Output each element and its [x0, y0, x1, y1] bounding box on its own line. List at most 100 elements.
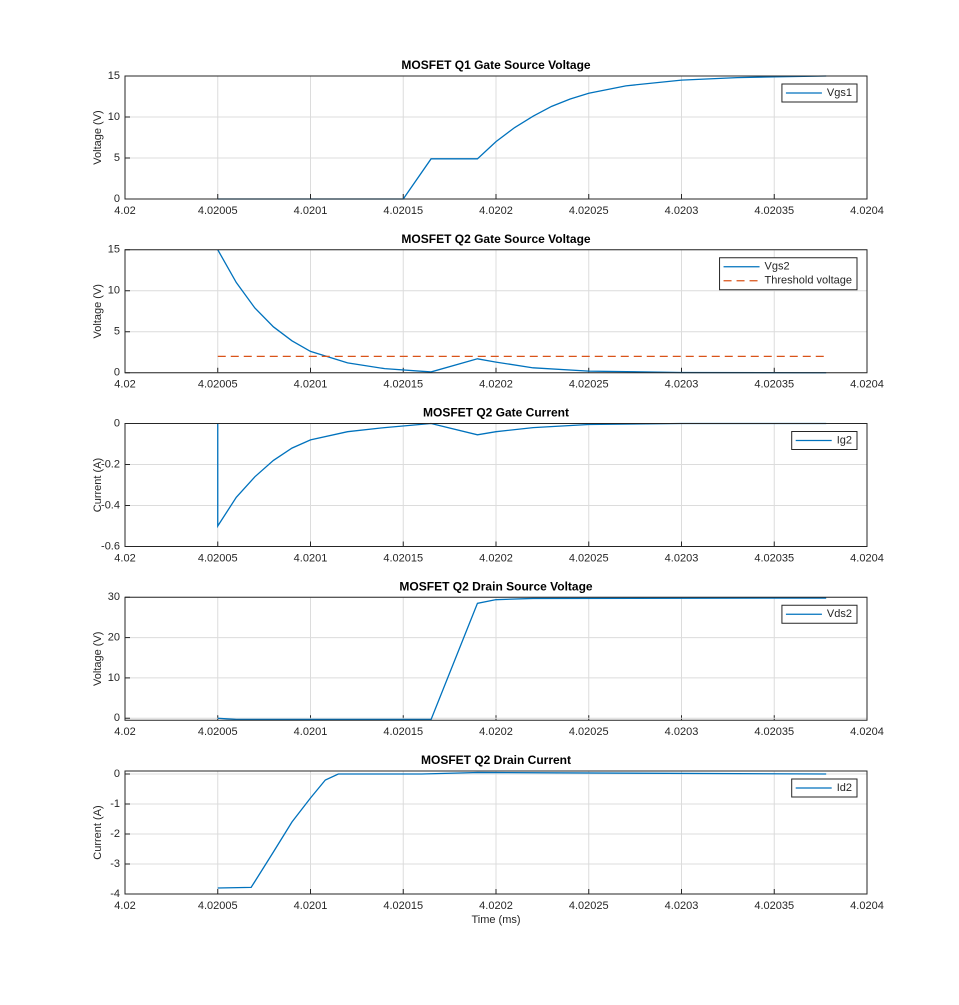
series-line	[217, 771, 827, 889]
legend-box	[719, 257, 858, 291]
x-tick-label: 4.0201	[294, 205, 328, 217]
x-tick-label: 4.0201	[294, 900, 328, 912]
chart-title: MOSFET Q1 Gate Source Voltage	[401, 58, 590, 72]
y-tick-label: 5	[114, 326, 120, 338]
x-tick-label: 4.02005	[198, 379, 238, 391]
x-tick-label: 4.02035	[754, 552, 794, 564]
y-tick-label: -0.6	[101, 540, 120, 552]
x-tick-label: 4.02025	[569, 552, 609, 564]
y-tick-label: -3	[110, 858, 120, 870]
x-tick-label: 4.0202	[479, 205, 513, 217]
y-tick-label: -4	[110, 888, 120, 900]
x-tick-label: 4.02005	[198, 900, 238, 912]
axes: 4.02 4.02005 4.0201 4.02015 4.0202 4.02025 4.0…	[92, 579, 884, 738]
legend-label: Vgs1	[827, 87, 852, 99]
x-tick-label: 4.0203	[665, 726, 699, 738]
axes: 4.02 4.02005 4.0201 4.02015 4.0202 4.02025 4.0…	[92, 232, 884, 391]
y-tick-label: 20	[108, 631, 120, 643]
y-axis-label: Current (A)	[92, 458, 104, 512]
x-tick-label: 4.02035	[754, 900, 794, 912]
y-axis-label: Voltage (V)	[92, 110, 104, 164]
x-tick-label: 4.0202	[479, 379, 513, 391]
x-axis-label: Time (ms)	[471, 914, 520, 926]
x-tick-label: 4.02025	[569, 205, 609, 217]
axes: 4.02 4.02005 4.0201 4.02015 4.0202 4.02025 4.0…	[92, 406, 884, 565]
x-tick-label: 4.02015	[383, 379, 423, 391]
chart-title: MOSFET Q2 Gate Current	[423, 406, 569, 420]
x-tick-label: 4.0202	[479, 552, 513, 564]
y-tick-label: 10	[108, 111, 120, 123]
x-tick-label: 4.0203	[665, 552, 699, 564]
legend: Vds2	[781, 604, 858, 624]
legend-label: Vds2	[827, 608, 852, 620]
axes-box	[124, 596, 868, 721]
axes: 4.02 4.02005 4.0201 4.02015 4.0202 4.02025 4.0…	[92, 58, 884, 217]
x-tick-label: 4.02	[114, 552, 135, 564]
chart-title: MOSFET Q2 Drain Current	[421, 753, 571, 767]
y-axis-label: Voltage (V)	[92, 284, 104, 338]
series-line	[217, 597, 827, 721]
x-tick-label: 4.02025	[569, 900, 609, 912]
legend-label: Threshold voltage	[765, 275, 852, 287]
x-tick-label: 4.02	[114, 205, 135, 217]
axes: 4.02 4.02005 4.0201 4.02015 4.0202 4.02025 4.0…	[92, 753, 884, 926]
x-tick-label: 4.0203	[665, 205, 699, 217]
y-tick-label: 10	[108, 672, 120, 684]
axes-box	[124, 423, 868, 547]
axes-box	[124, 249, 868, 374]
y-tick-label: 10	[108, 285, 120, 297]
chart-title: MOSFET Q2 Drain Source Voltage	[399, 579, 592, 593]
axes-box	[124, 770, 868, 895]
x-tick-label: 4.02005	[198, 205, 238, 217]
y-tick-label: -2	[110, 828, 120, 840]
x-tick-label: 4.0201	[294, 726, 328, 738]
y-tick-label: -0.2	[101, 458, 120, 470]
x-tick-label: 4.0202	[479, 726, 513, 738]
x-tick-label: 4.02005	[198, 552, 238, 564]
x-tick-label: 4.0203	[665, 379, 699, 391]
y-axis-label: Current (A)	[92, 805, 104, 859]
x-tick-label: 4.02035	[754, 205, 794, 217]
y-tick-label: 0	[114, 712, 120, 724]
series-line	[217, 249, 827, 374]
legend-label: Vgs2	[765, 261, 790, 273]
x-tick-label: 4.02015	[383, 205, 423, 217]
x-tick-label: 4.02	[114, 900, 135, 912]
legend-label: Id2	[837, 782, 852, 794]
x-tick-label: 4.02	[114, 379, 135, 391]
legend: Id2	[791, 778, 858, 798]
x-tick-label: 4.02015	[383, 552, 423, 564]
y-axis-label: Voltage (V)	[92, 632, 104, 686]
x-tick-label: 4.0202	[479, 900, 513, 912]
x-tick-label: 4.02015	[383, 900, 423, 912]
x-tick-label: 4.02	[114, 726, 135, 738]
y-tick-label: 0	[114, 367, 120, 379]
x-tick-label: 4.0204	[850, 379, 884, 391]
series-line	[217, 75, 827, 200]
y-tick-label: -0.4	[101, 499, 120, 511]
x-tick-label: 4.02025	[569, 379, 609, 391]
y-tick-label: 0	[114, 768, 120, 780]
x-tick-label: 4.0201	[294, 379, 328, 391]
x-tick-label: 4.02025	[569, 726, 609, 738]
legend-label: Ig2	[837, 434, 852, 446]
y-tick-label: 15	[108, 244, 120, 256]
x-tick-label: 4.0204	[850, 205, 884, 217]
y-tick-label: 0	[114, 417, 120, 429]
x-tick-label: 4.02035	[754, 726, 794, 738]
series-line	[217, 422, 827, 529]
legend: Ig2	[791, 431, 858, 450]
y-tick-label: 30	[108, 591, 120, 603]
x-tick-label: 4.02035	[754, 379, 794, 391]
x-tick-label: 4.0201	[294, 552, 328, 564]
axes-box	[124, 75, 868, 200]
x-tick-label: 4.02005	[198, 726, 238, 738]
y-tick-label: 0	[114, 193, 120, 205]
x-tick-label: 4.0204	[850, 726, 884, 738]
x-tick-label: 4.0204	[850, 552, 884, 564]
legend: Vgs2 Threshold voltage	[719, 257, 858, 291]
x-tick-label: 4.0204	[850, 900, 884, 912]
legend: Vgs1	[781, 83, 858, 103]
y-tick-label: 15	[108, 70, 120, 82]
